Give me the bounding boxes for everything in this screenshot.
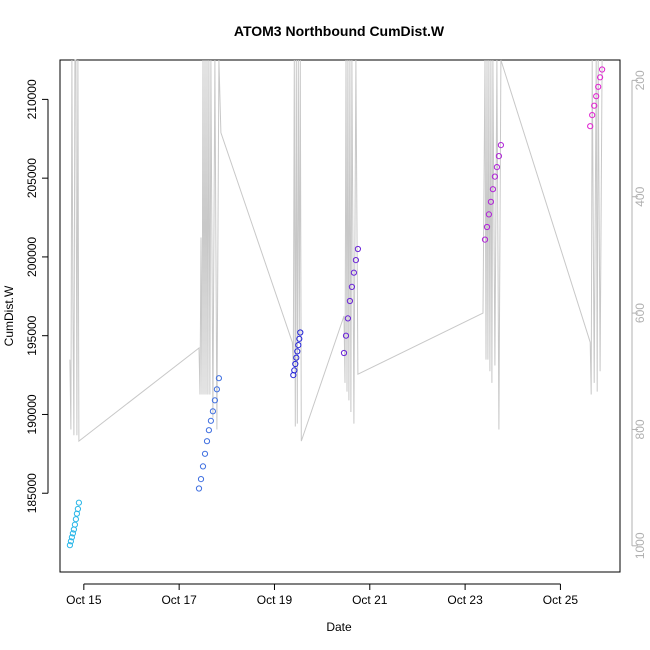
y-tick-label: 210000 <box>25 79 39 119</box>
data-point <box>352 257 359 264</box>
data-point <box>72 516 80 523</box>
plot-area-frame <box>59 59 621 573</box>
data-point <box>207 417 214 424</box>
data-point <box>350 269 357 276</box>
data-point <box>295 342 302 349</box>
series-line-6 <box>69 59 603 443</box>
x-tick-label: Oct 23 <box>447 593 483 607</box>
data-point <box>296 335 303 342</box>
data-point <box>294 348 301 355</box>
data-point <box>342 332 350 339</box>
x-tick-label: Oct 17 <box>161 593 197 607</box>
data-point <box>595 83 602 90</box>
data-point <box>75 499 83 506</box>
y2-tick-label: 600 <box>633 303 647 323</box>
data-point <box>215 375 222 382</box>
data-point <box>587 123 594 130</box>
data-point <box>348 283 355 290</box>
data-point <box>481 236 489 243</box>
data-point <box>489 186 496 193</box>
y2-tick-label: 400 <box>633 186 647 206</box>
data-point <box>354 245 361 253</box>
data-point <box>589 112 596 119</box>
data-point <box>493 164 500 171</box>
y2-tick-label: 200 <box>633 70 647 90</box>
y-tick-label: 200000 <box>25 237 39 277</box>
data-point <box>195 485 203 492</box>
x-tick-label: Oct 25 <box>543 593 579 607</box>
x-tick-label: Oct 15 <box>66 593 102 607</box>
y-axis-label: CumDist.W <box>2 285 16 346</box>
data-point <box>491 173 498 180</box>
x-tick-label: Oct 21 <box>352 593 388 607</box>
data-point <box>346 297 353 305</box>
data-point <box>197 476 205 483</box>
data-point <box>293 354 300 361</box>
data-point <box>597 74 604 81</box>
data-point <box>68 534 76 541</box>
data-point <box>599 66 606 73</box>
data-point <box>292 360 299 368</box>
data-point <box>69 530 77 537</box>
y-tick-label: 195000 <box>25 315 39 355</box>
axes-layer: Oct 15 Oct 17 Oct 19 Oct 21 Oct 23 Oct 25 1850… <box>25 70 647 607</box>
data-point <box>497 142 504 149</box>
data-point <box>344 315 351 322</box>
data-point <box>591 102 598 109</box>
data-point <box>485 211 492 218</box>
data-point <box>201 450 209 457</box>
y2-tick-label: 800 <box>633 419 647 439</box>
chart-title: ATOM3 Northbound CumDist.W <box>234 23 445 39</box>
data-point <box>340 349 348 357</box>
data-point <box>291 367 298 374</box>
data-point <box>211 397 218 404</box>
data-layer <box>66 59 606 549</box>
x-axis-label: Date <box>326 620 352 634</box>
data-point <box>297 329 304 336</box>
data-point <box>71 521 79 528</box>
data-point <box>213 386 220 393</box>
data-point <box>495 153 502 160</box>
y2-tick-label: 1000 <box>633 532 647 559</box>
x-tick-label: Oct 19 <box>257 593 293 607</box>
y-tick-label: 205000 <box>25 158 39 198</box>
data-point <box>66 542 74 549</box>
data-point <box>203 438 211 445</box>
y-tick-label: 185000 <box>25 473 39 513</box>
data-point <box>483 223 491 231</box>
data-point <box>205 427 212 434</box>
data-point <box>593 93 600 100</box>
data-point <box>209 408 216 415</box>
data-point <box>487 198 494 205</box>
data-point <box>199 463 207 470</box>
data-point <box>67 538 75 545</box>
y-tick-label: 190000 <box>25 394 39 434</box>
data-point <box>74 505 82 513</box>
